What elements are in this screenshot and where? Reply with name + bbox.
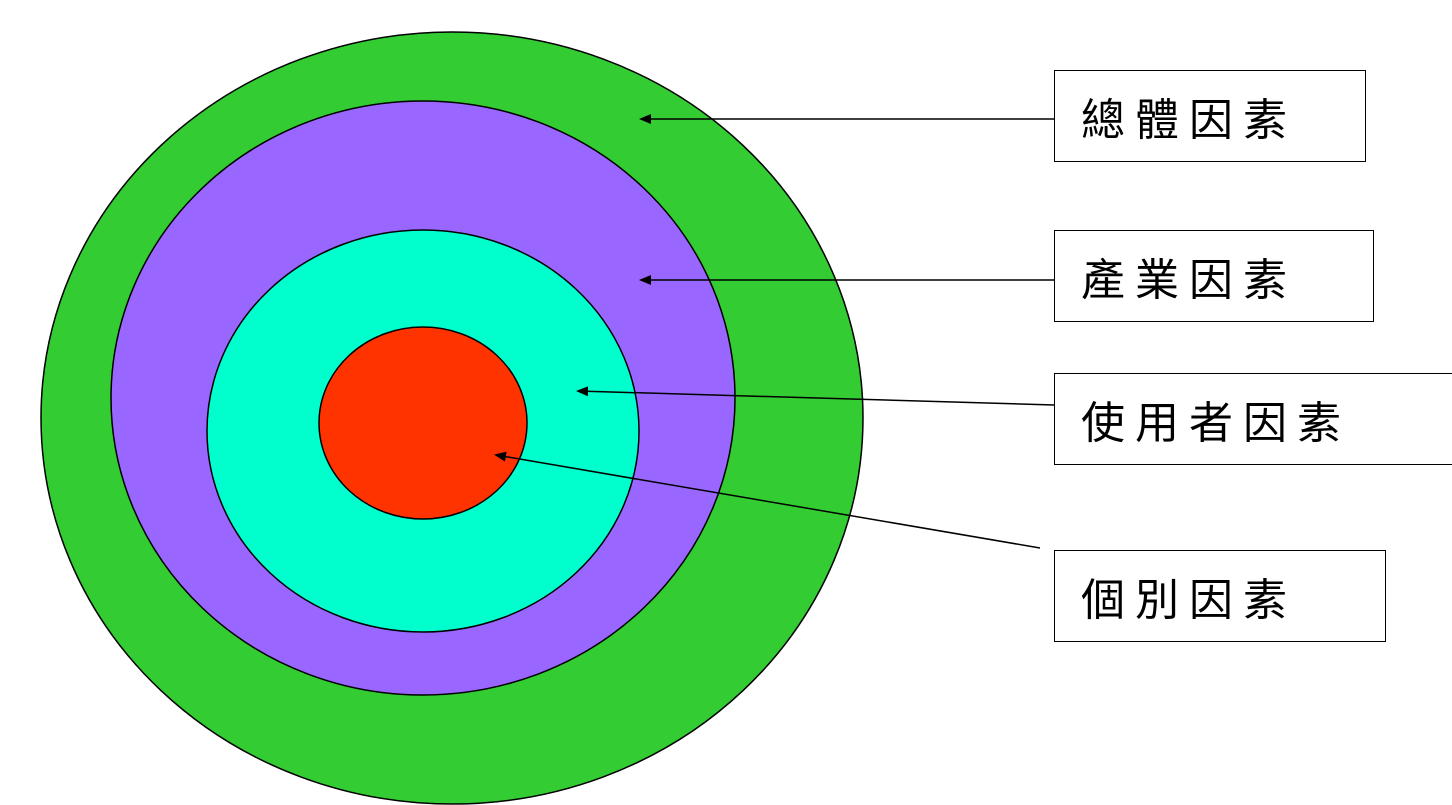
label-individual-factors-text: 個別因素 (1081, 575, 1297, 626)
label-industry-factors-text: 產業因素 (1081, 255, 1297, 306)
label-user-factors: 使用者因素 (1054, 373, 1452, 465)
arrow-user (576, 386, 1055, 406)
arrow-individual (494, 451, 1041, 549)
ring-individual (318, 326, 528, 520)
label-overall-factors: 總體因素 (1054, 70, 1366, 162)
label-industry-factors: 產業因素 (1054, 230, 1374, 322)
label-overall-factors-text: 總體因素 (1081, 95, 1297, 146)
label-user-factors-text: 使用者因素 (1081, 398, 1351, 449)
label-individual-factors: 個別因素 (1054, 550, 1386, 642)
